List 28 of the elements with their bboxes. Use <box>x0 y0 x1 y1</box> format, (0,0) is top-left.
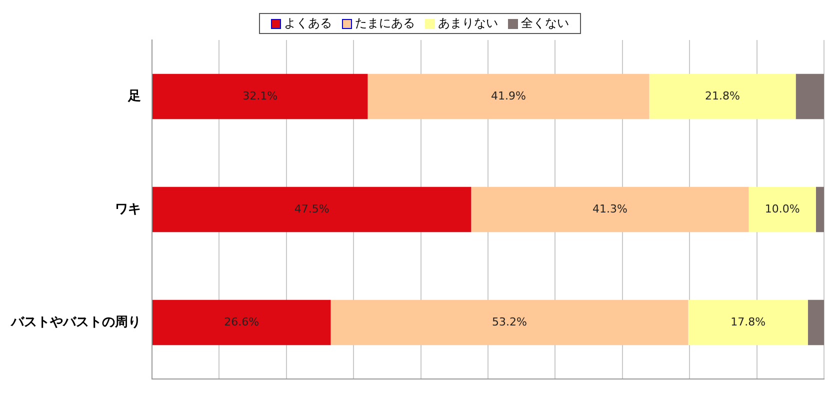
bar <box>816 186 824 232</box>
bar <box>808 300 824 346</box>
data-label: 41.3% <box>592 202 628 216</box>
bar <box>152 74 368 120</box>
y-tick-label: ワキ <box>115 202 141 217</box>
y-tick-label: 足 <box>127 88 141 104</box>
bar <box>748 186 816 232</box>
legend-label: よくある <box>283 16 332 30</box>
bar <box>368 74 650 120</box>
bar <box>152 300 331 346</box>
y-tick-label: バストやバストの周り <box>10 314 141 330</box>
legend-label: あまりない <box>437 16 498 30</box>
data-label: 10.0% <box>764 202 800 216</box>
bar <box>796 74 824 120</box>
bar <box>152 186 472 232</box>
data-label: 41.9% <box>491 89 526 102</box>
bar <box>649 74 796 120</box>
legend-label: たまにある <box>354 16 415 30</box>
data-label: 32.1% <box>242 89 278 102</box>
legend-label: 全くない <box>520 16 569 30</box>
data-label: 47.5% <box>294 202 330 216</box>
bar <box>471 186 749 232</box>
data-label: 21.8% <box>705 89 740 102</box>
data-label: 53.2% <box>492 315 527 328</box>
bar <box>330 300 688 346</box>
data-label: 26.6% <box>224 315 260 328</box>
data-label: 17.8% <box>730 315 766 328</box>
bar <box>688 300 808 346</box>
